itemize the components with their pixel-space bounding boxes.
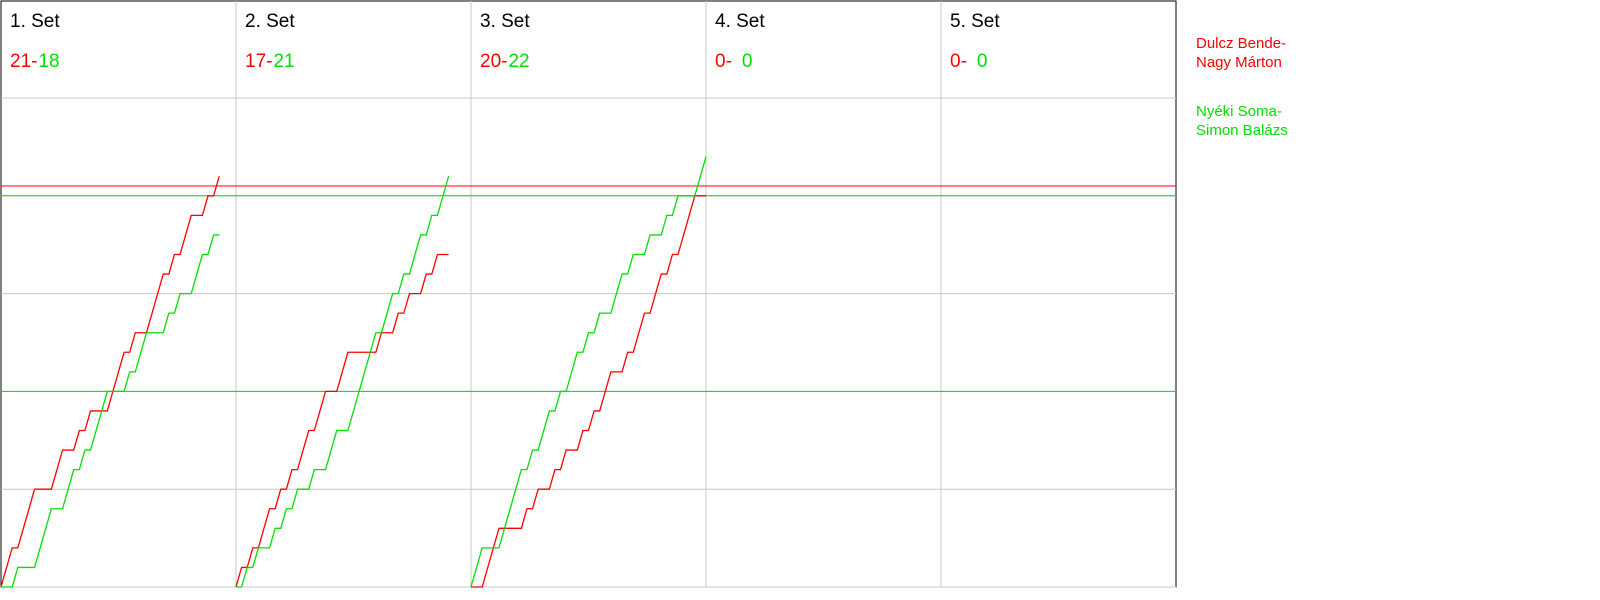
score-line — [470, 156, 707, 588]
set-title: 1. Set — [10, 11, 60, 32]
score-label: 0- — [715, 51, 732, 72]
score-line — [235, 253, 449, 588]
score-label: 18 — [38, 51, 59, 72]
score-label: 21 — [273, 51, 294, 72]
set-title: 5. Set — [950, 11, 1000, 32]
legend-label: Nyéki Soma- — [1196, 103, 1282, 120]
legend-label: Simon Balázs — [1196, 122, 1288, 139]
legend-label: Dulcz Bende- — [1196, 35, 1286, 52]
score-line — [1, 234, 220, 588]
score-label: 0 — [977, 51, 988, 72]
set-title: 4. Set — [715, 11, 765, 32]
score-label: 20- — [480, 51, 507, 72]
set-title: 3. Set — [480, 11, 530, 32]
score-line — [236, 176, 450, 588]
score-label: 21- — [10, 51, 37, 72]
score-label: 0- — [950, 51, 967, 72]
legend-label: Nagy Márton — [1196, 54, 1282, 71]
score-label: 17- — [245, 51, 272, 72]
score-line — [471, 195, 706, 588]
score-label: 0 — [742, 51, 753, 72]
set-title: 2. Set — [245, 11, 295, 32]
score-label: 22 — [508, 51, 529, 72]
score-line — [0, 176, 220, 588]
